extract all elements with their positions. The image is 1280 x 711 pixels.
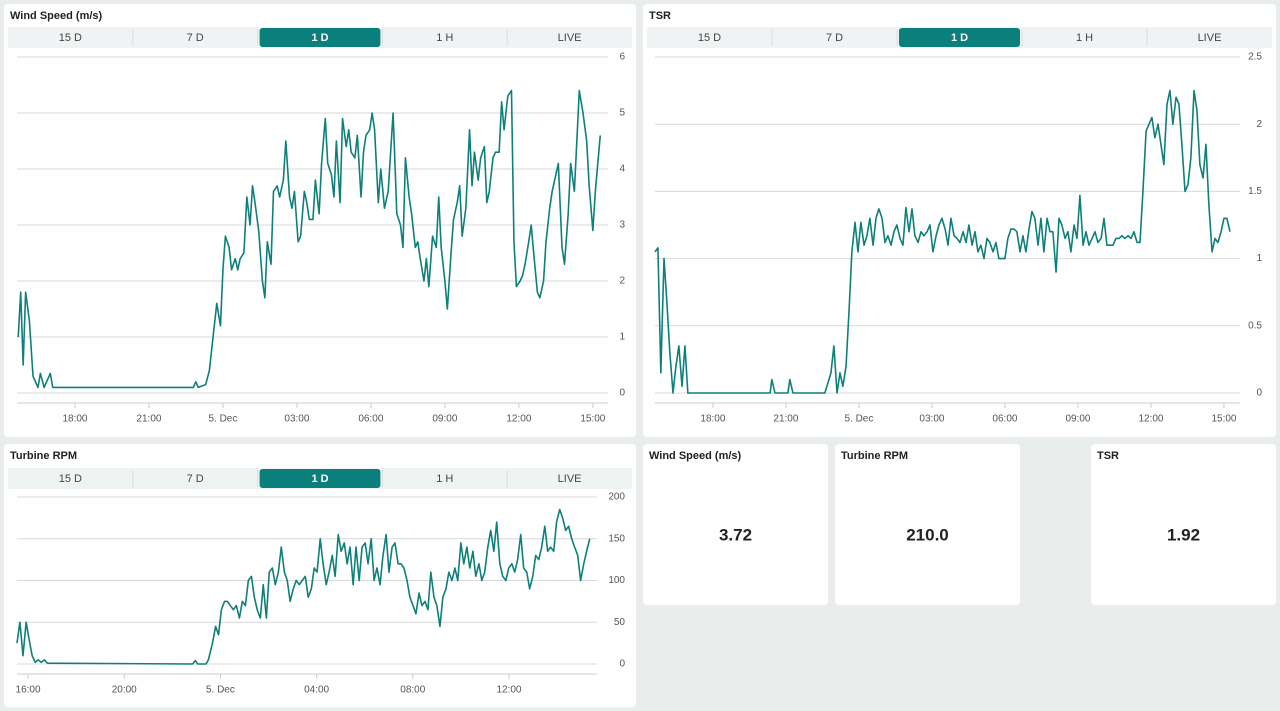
panel: [4, 4, 636, 437]
tile-title: TSR: [1097, 450, 1119, 462]
y-tick-label: 200: [608, 492, 625, 503]
x-tick-label: 5. Dec: [206, 685, 235, 696]
tab-label[interactable]: 1 H: [436, 32, 453, 44]
x-tick-label: 16:00: [16, 685, 41, 696]
tile-value: 210.0: [906, 525, 949, 544]
tab-label[interactable]: LIVE: [558, 32, 582, 44]
tab-active[interactable]: [899, 28, 1020, 47]
x-tick-label: 09:00: [1065, 414, 1090, 425]
tab-label[interactable]: 15 D: [59, 473, 82, 485]
panel-title: Wind Speed (m/s): [10, 10, 103, 22]
tab-active[interactable]: [259, 469, 381, 488]
tab-label[interactable]: 15 D: [59, 32, 82, 44]
tab-label[interactable]: 7 D: [826, 32, 843, 44]
x-tick-label: 5. Dec: [844, 414, 873, 425]
tile: [643, 444, 828, 605]
x-tick-label: 03:00: [919, 414, 944, 425]
x-tick-label: 18:00: [700, 414, 725, 425]
tile-title: Turbine RPM: [841, 450, 908, 462]
tab-label[interactable]: 7 D: [187, 32, 204, 44]
line-series: [16, 508, 591, 665]
y-tick-label: 150: [608, 533, 625, 544]
x-tick-label: 12:00: [506, 414, 531, 425]
y-tick-label: 0.5: [1248, 320, 1262, 331]
y-tick-label: 5: [619, 108, 625, 119]
x-tick-label: 04:00: [304, 685, 329, 696]
y-tick-label: 100: [608, 575, 625, 586]
y-tick-label: 2.5: [1248, 52, 1262, 63]
y-tick-label: 50: [614, 617, 626, 628]
tab-label[interactable]: 1 D: [951, 32, 968, 44]
tile: [1091, 444, 1276, 605]
y-tick-label: 4: [619, 164, 625, 175]
x-tick-label: 18:00: [62, 414, 87, 425]
tile-value: 1.92: [1167, 525, 1200, 544]
tab-label[interactable]: LIVE: [1198, 32, 1222, 44]
x-tick-label: 06:00: [992, 414, 1017, 425]
x-tick-label: 06:00: [358, 414, 383, 425]
x-tick-label: 15:00: [580, 414, 605, 425]
y-tick-label: 2: [1256, 119, 1262, 130]
y-tick-label: 0: [619, 659, 625, 670]
y-tick-label: 1: [1256, 253, 1262, 264]
tab-label[interactable]: 1 H: [436, 473, 453, 485]
tab-label[interactable]: 7 D: [187, 473, 204, 485]
tab-label[interactable]: 1 H: [1076, 32, 1093, 44]
x-tick-label: 21:00: [773, 414, 798, 425]
y-tick-label: 3: [619, 220, 625, 231]
panel-title: Turbine RPM: [10, 450, 77, 462]
y-tick-label: 1: [619, 332, 625, 343]
tile-value: 3.72: [719, 525, 752, 544]
y-tick-label: 0: [1256, 388, 1262, 399]
x-tick-label: 5. Dec: [208, 414, 237, 425]
line-series: [654, 89, 1231, 394]
x-tick-label: 08:00: [400, 685, 425, 696]
y-tick-label: 2: [619, 276, 625, 287]
tab-active[interactable]: [259, 28, 381, 47]
x-tick-label: 21:00: [136, 414, 161, 425]
tile: [835, 444, 1020, 605]
tile-title: Wind Speed (m/s): [649, 450, 742, 462]
line-series: [17, 89, 602, 389]
tab-label[interactable]: 1 D: [311, 473, 328, 485]
x-tick-label: 15:00: [1211, 414, 1236, 425]
panel-title: TSR: [649, 10, 671, 22]
x-tick-label: 20:00: [112, 685, 137, 696]
tab-label[interactable]: 1 D: [311, 32, 328, 44]
tab-label[interactable]: LIVE: [558, 473, 582, 485]
x-tick-label: 12:00: [1138, 414, 1163, 425]
panel: [643, 4, 1276, 437]
x-tick-label: 03:00: [284, 414, 309, 425]
y-tick-label: 6: [619, 52, 625, 63]
x-tick-label: 12:00: [496, 685, 521, 696]
y-tick-label: 1.5: [1248, 186, 1262, 197]
y-tick-label: 0: [619, 388, 625, 399]
tab-label[interactable]: 15 D: [698, 32, 721, 44]
x-tick-label: 09:00: [432, 414, 457, 425]
panel: [4, 444, 636, 707]
